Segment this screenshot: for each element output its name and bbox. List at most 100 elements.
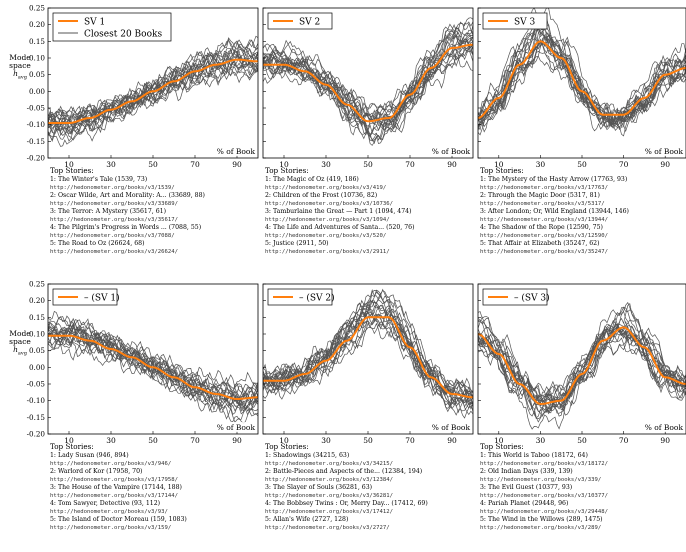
axes-frame [262, 283, 474, 435]
story-link[interactable]: http://hedonometer.org/books/v3/2727/ [265, 525, 390, 531]
story-link[interactable]: http://hedonometer.org/books/v3/289/ [480, 525, 602, 531]
story-link[interactable]: http://hedonometer.org/books/v3/520/ [265, 233, 387, 239]
stories-panel-3: Top Stories: 1: The Mystery of the Hasty… [480, 166, 629, 256]
story-title: 3: The Evil Guest (10377, 93) [480, 484, 573, 491]
story-link[interactable]: http://hedonometer.org/books/v3/33689/ [50, 201, 178, 207]
chart-panel-1: 10 30 50 70 90 -0.20 -0.15 -0.10 -0.05 0.00 0.05 0.… [27, 4, 259, 169]
story-link[interactable]: http://hedonometer.org/books/v3/10736/ [265, 201, 393, 207]
story-link[interactable]: http://hedonometer.org/books/v3/29448/ [480, 509, 608, 515]
story-link[interactable]: http://hedonometer.org/books/v3/17958/ [50, 477, 178, 483]
closest-books-group [478, 301, 686, 430]
legend-label: Closest 20 Books [84, 30, 162, 40]
story-link[interactable]: http://hedonometer.org/books/v3/35247/ [480, 249, 608, 255]
story-link[interactable]: http://hedonometer.org/books/v3/7088/ [50, 233, 175, 239]
y-tick-label: -0.20 [27, 430, 46, 439]
story-title: 4: The Life and Adventures of Santa... (… [265, 224, 415, 231]
story-link[interactable]: http://hedonometer.org/books/v3/1539/ [50, 185, 175, 191]
chart-panel-3: 10 30 50 70 90 % of Book SV 3 [477, 7, 686, 169]
story-link[interactable]: http://hedonometer.org/books/v3/93/ [50, 509, 168, 515]
story-title: 4: Pariah Planet (29448, 96) [480, 500, 569, 507]
x-axis-label: % of Book [217, 147, 256, 156]
closest-book-line [478, 317, 686, 423]
story-link[interactable]: http://hedonometer.org/books/v3/5317/ [480, 201, 605, 207]
x-tick-label: 50 [577, 436, 587, 445]
story-title: 1: The Mystery of the Hasty Arrow (17763… [480, 176, 628, 183]
story-link[interactable]: http://hedonometer.org/books/v3/946/ [50, 461, 172, 467]
story-link[interactable]: http://hedonometer.org/books/v3/12384/ [265, 477, 393, 483]
story-title: 2: Oscar Wilde, Art and Morality: A... (… [50, 192, 205, 199]
x-tick-label: 90 [232, 436, 242, 445]
closest-book-line [478, 21, 686, 120]
story-link[interactable]: http://hedonometer.org/books/v3/34215/ [265, 461, 393, 467]
y-tick-label: -0.20 [27, 154, 46, 163]
y-label-mode-space: Mode space [9, 53, 31, 70]
closest-book-line [478, 320, 686, 430]
story-title: 3: The Terror: A Mystery (35617, 61) [50, 208, 167, 215]
story-link[interactable]: http://hedonometer.org/books/v3/36281/ [265, 493, 393, 499]
y-tick-label: -0.05 [27, 104, 46, 113]
story-link[interactable]: http://hedonometer.org/books/v3/18172/ [480, 461, 608, 467]
y-tick-label: -0.10 [27, 120, 46, 129]
y-tick-label: 0.05 [29, 346, 45, 355]
top-stories-header: Top Stories: [50, 442, 94, 451]
story-title: 5: The Island of Doctor Moreau (159, 108… [50, 516, 187, 523]
closest-book-line [48, 310, 258, 412]
x-tick-label: 90 [660, 436, 670, 445]
story-title: 2: Warlord of Kor (17958, 70) [50, 468, 143, 475]
story-link[interactable]: http://hedonometer.org/books/v3/17763/ [480, 185, 608, 191]
story-link[interactable]: http://hedonometer.org/books/v3/339/ [480, 477, 602, 483]
story-link[interactable]: http://hedonometer.org/books/v3/17412/ [265, 509, 393, 515]
story-title: 3: Tamburlaine the Great — Part 1 (1094,… [265, 208, 412, 215]
y-tick-label: 0.05 [29, 70, 45, 79]
x-axis-label: % of Book [645, 147, 684, 156]
legend-box [267, 12, 333, 30]
story-title: 5: That Affair at Elizabeth (35247, 62) [480, 240, 600, 247]
x-tick-label: 50 [148, 160, 158, 169]
story-link[interactable]: http://hedonometer.org/books/v3/159/ [50, 525, 172, 531]
story-link[interactable]: http://hedonometer.org/books/v3/17144/ [50, 493, 178, 499]
closest-book-line [478, 333, 686, 402]
closest-book-line [263, 304, 473, 394]
closest-book-line [478, 334, 686, 409]
x-axis-label: % of Book [432, 147, 471, 156]
stories-panel-1: Top Stories: 1: The Winter's Tale (1539,… [50, 166, 205, 256]
story-link[interactable]: http://hedonometer.org/books/v3/2911/ [265, 249, 390, 255]
x-tick-label: 90 [447, 160, 457, 169]
closest-book-line [48, 54, 258, 125]
story-link[interactable]: http://hedonometer.org/books/v3/35617/ [50, 217, 178, 223]
y-tick-label: -0.10 [27, 396, 46, 405]
stories-panel-5: Top Stories: 1: Shadowings (34215, 63) h… [265, 442, 428, 532]
x-tick-label: 70 [190, 436, 200, 445]
chart-panel-4: 10 30 50 70 90 -0.20 -0.15 -0.10 -0.05 0.00 0.05 0.… [27, 280, 259, 445]
closest-book-line [263, 48, 473, 126]
closest-book-line [478, 26, 686, 127]
chart-panel-2: 10 30 50 70 90 % of Book SV 2 [262, 7, 474, 169]
legend-label: – (SV 3) [514, 293, 550, 304]
closest-books-group [263, 288, 473, 419]
story-title: 5: Allan's Wife (2727, 128) [265, 516, 349, 523]
x-axis-label: % of Book [645, 423, 684, 432]
closest-book-line [48, 37, 258, 131]
x-tick-label: 70 [405, 436, 415, 445]
closest-book-line [263, 322, 473, 405]
story-link[interactable]: http://hedonometer.org/books/v3/419/ [265, 185, 387, 191]
x-tick-label: 70 [190, 160, 200, 169]
story-link[interactable]: http://hedonometer.org/books/v3/13944/ [480, 217, 608, 223]
story-link[interactable]: http://hedonometer.org/books/v3/10377/ [480, 493, 608, 499]
x-tick-label: 70 [619, 160, 629, 169]
xlabel-bg [638, 422, 685, 432]
y-tick-label: 0.20 [29, 296, 45, 305]
story-title: 4: The Bobbsey Twins : Or, Merry Day... … [265, 500, 428, 507]
y-tick-label: 0.25 [29, 4, 45, 13]
x-tick-label: 30 [536, 160, 546, 169]
y-label-havg: havg [13, 345, 27, 357]
top-stories-header: Top Stories: [480, 442, 524, 451]
story-link[interactable]: http://hedonometer.org/books/v3/12590/ [480, 233, 608, 239]
closest-book-line [48, 330, 258, 403]
story-link[interactable]: http://hedonometer.org/books/v3/1094/ [265, 217, 390, 223]
x-tick-label: 30 [321, 160, 331, 169]
story-link[interactable]: http://hedonometer.org/books/v3/26624/ [50, 249, 178, 255]
story-title: 3: The Slayer of Souls (36281, 63) [265, 484, 373, 491]
xlabel-bg [638, 146, 685, 156]
